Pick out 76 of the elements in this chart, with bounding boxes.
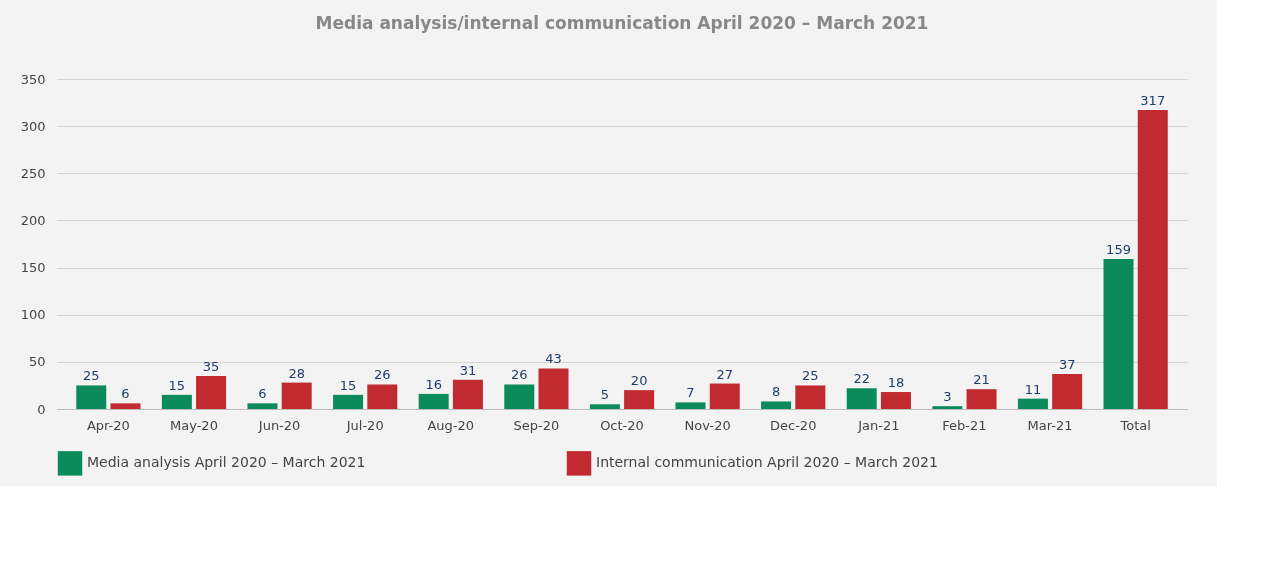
legend-label: Internal communication April 2020 – March 2021 [596,454,938,471]
y-tick-label: 0 [37,401,46,417]
bar [504,384,535,409]
data-label: 43 [545,351,562,367]
data-label: 159 [1106,242,1131,258]
x-tick-label: Jun-20 [257,417,301,433]
bar [932,406,963,409]
bar [675,402,706,409]
bar [333,394,364,409]
y-tick-label: 100 [20,307,46,323]
x-tick-label: Dec-20 [770,417,817,433]
data-label: 6 [121,386,130,402]
bar [110,403,141,409]
bar [281,382,312,409]
data-label: 317 [1140,93,1166,109]
y-tick-label: 300 [20,118,46,134]
bar [589,404,620,409]
bar [1103,259,1134,409]
data-label: 35 [202,359,220,374]
bar [76,385,107,409]
bar [538,368,569,409]
bar [1017,398,1048,409]
x-tick-label: Apr-20 [86,417,130,433]
y-tick-label: 350 [20,71,46,87]
y-tick-label: 200 [20,212,46,228]
x-tick-label: Jan-21 [857,417,900,433]
data-label: 11 [1024,381,1042,397]
data-label: 20 [630,373,648,389]
data-label: 25 [802,368,819,384]
x-tick-label: May-20 [170,417,218,433]
legend-label: Media analysis April 2020 – March 2021 [87,454,366,471]
bar [1052,374,1083,409]
bar [367,384,398,409]
data-label: 18 [887,375,905,391]
chart-title: Media analysis/internal communication April 2020 – March 2021 [315,13,929,33]
x-tick-label: Mar-21 [1027,417,1073,433]
data-label: 15 [168,377,186,393]
data-label: 22 [853,371,870,387]
bar [1137,110,1168,409]
bar [846,388,877,409]
bar [452,379,483,409]
data-label: 26 [511,367,528,383]
data-label: 5 [600,387,610,403]
data-label: 27 [716,366,733,382]
y-tick-label: 50 [28,354,46,370]
x-tick-label: Nov-20 [684,417,731,433]
x-tick-label: Oct-20 [600,417,644,433]
bar [247,403,278,409]
data-label: 28 [288,365,305,381]
x-tick-label: Aug-20 [427,417,475,433]
bar [709,383,740,409]
bar [418,393,449,409]
data-label: 3 [943,389,952,405]
data-label: 8 [771,384,781,400]
bar [761,401,792,409]
bar [966,389,997,409]
x-tick-label: Feb-21 [942,417,987,433]
bar [880,392,911,409]
x-tick-label: Sep-20 [513,417,560,433]
bar [624,390,655,409]
data-label: 15 [339,377,357,393]
x-tick-label: Jul-20 [345,417,384,433]
data-label: 37 [1058,357,1076,373]
x-tick-label: Total [1119,417,1151,433]
bar [196,376,227,409]
data-label: 26 [374,367,391,383]
data-label: 7 [686,385,695,401]
bar [795,385,826,409]
y-tick-label: 150 [20,260,46,276]
data-label: 6 [258,386,267,402]
data-label: 25 [82,368,100,384]
data-label: 16 [425,376,442,392]
bar [161,394,192,409]
y-tick-label: 250 [20,165,46,181]
data-label: 21 [973,372,990,388]
data-label: 31 [459,362,477,378]
